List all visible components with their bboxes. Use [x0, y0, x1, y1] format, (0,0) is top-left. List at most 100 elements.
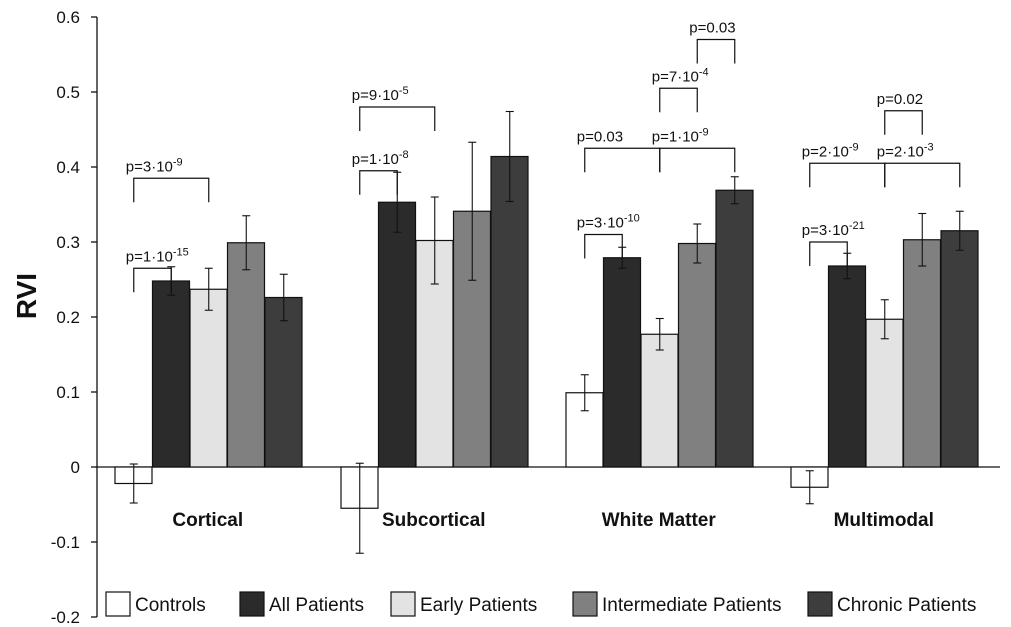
legend-item: Early Patients — [390, 591, 537, 617]
legend-swatch — [572, 591, 598, 617]
p-value-label: p=2·10-9 — [802, 141, 859, 160]
bracket-line — [884, 162, 961, 188]
bracket-line — [133, 177, 210, 203]
bar-all-patients — [827, 265, 867, 468]
p-value-label: p=2·10-3 — [877, 141, 934, 160]
p-value-base: p=1·10 — [126, 248, 173, 265]
error-bar — [129, 463, 138, 504]
y-tick-label: 0.5 — [56, 83, 80, 102]
p-value-base: p=1·10 — [352, 151, 399, 168]
p-value-base: p=3·10 — [577, 215, 624, 232]
legend-item: Chronic Patients — [807, 591, 976, 617]
significance-bracket: p=2·10-9 — [802, 141, 886, 188]
p-value-label: p=0.03 — [689, 20, 735, 37]
bar-early-patients — [640, 333, 679, 468]
p-value-base: p=2·10 — [877, 143, 924, 160]
bracket-line — [584, 233, 623, 259]
legend-label: Controls — [135, 595, 206, 616]
error-bar — [505, 110, 514, 203]
bar-chronic-patients — [940, 230, 979, 468]
bar-chronic-patients — [715, 189, 754, 468]
significance-bracket: p=1·10-9 — [652, 126, 736, 173]
y-axis-label: RVI — [11, 273, 42, 319]
error-bar — [655, 317, 664, 351]
p-value-exponent: -21 — [849, 220, 865, 232]
y-tick-label: -0.2 — [51, 608, 80, 627]
legend-swatch — [239, 591, 265, 617]
bar-intermediate-patients — [677, 242, 717, 468]
y-tick-label: 0.4 — [56, 158, 80, 177]
bracket-line — [584, 147, 661, 173]
p-value-base: p=3·10 — [126, 158, 173, 175]
bar-all-patients — [151, 280, 191, 468]
error-bar — [693, 223, 702, 264]
p-value-label: p=1·10-15 — [126, 246, 189, 265]
error-bar — [730, 176, 739, 205]
group-label: Multimodal — [834, 510, 934, 531]
p-value-label: p=0.02 — [877, 91, 923, 108]
significance-bracket: p=1·10-15 — [126, 246, 189, 293]
bracket-line — [359, 106, 436, 131]
error-bar — [468, 141, 477, 281]
p-value-label: p=9·10-5 — [352, 85, 409, 104]
group-label: Cortical — [172, 510, 243, 531]
bar-all-patients — [377, 201, 417, 468]
bar-chronic-patients — [264, 296, 303, 468]
p-value-base: p=0.02 — [877, 91, 923, 108]
error-bar — [955, 210, 964, 251]
significance-bracket: p=0.03 — [577, 128, 661, 173]
p-value-base: p=0.03 — [689, 20, 735, 37]
error-bar — [918, 212, 927, 267]
p-value-label: p=1·10-9 — [652, 126, 709, 145]
bracket-line — [884, 110, 923, 135]
significance-bracket: p=0.02 — [877, 91, 923, 135]
bar-intermediate-patients — [902, 239, 942, 468]
error-bar — [880, 299, 889, 340]
p-value-exponent: -9 — [849, 141, 859, 153]
bar-early-patients — [865, 318, 904, 468]
legend-label: Chronic Patients — [837, 595, 976, 616]
significance-bracket: p=3·10-21 — [802, 220, 865, 266]
legend-item: Controls — [105, 591, 206, 617]
bracket-line — [809, 241, 848, 266]
p-value-exponent: -10 — [624, 213, 640, 225]
bar-intermediate-patients — [226, 242, 266, 468]
significance-bracket: p=7·10-4 — [652, 66, 709, 113]
p-value-base: p=3·10 — [802, 222, 849, 239]
group-label: Subcortical — [382, 510, 485, 531]
error-bar — [805, 470, 814, 505]
p-value-label: p=7·10-4 — [652, 66, 709, 85]
p-value-label: p=1·10-8 — [352, 149, 409, 168]
significance-bracket: p=9·10-5 — [352, 85, 436, 131]
p-value-exponent: -9 — [699, 126, 709, 138]
y-tick-label: 0.2 — [56, 308, 80, 327]
bar-early-patients — [189, 288, 228, 468]
y-tick-label: 0 — [71, 458, 80, 477]
y-tick-label: -0.1 — [51, 533, 80, 552]
y-tick-label: 0.3 — [56, 233, 80, 252]
error-bar — [242, 215, 251, 271]
group-label: White Matter — [602, 510, 717, 531]
bracket-line — [133, 267, 172, 293]
legend-swatch — [105, 591, 131, 617]
significance-bracket: p=3·10-10 — [577, 213, 640, 259]
p-value-exponent: -15 — [173, 246, 189, 258]
legend-label: Intermediate Patients — [602, 595, 782, 616]
p-value-exponent: -9 — [173, 156, 183, 168]
bracket-line — [659, 87, 698, 113]
y-tick-label: 0.6 — [56, 8, 80, 27]
significance-bracket: p=2·10-3 — [877, 141, 961, 188]
p-value-base: p=2·10 — [802, 143, 849, 160]
p-value-exponent: -4 — [699, 66, 709, 78]
p-value-base: p=0.03 — [577, 128, 623, 145]
p-value-base: p=9·10 — [352, 87, 399, 104]
error-bar — [279, 273, 288, 322]
significance-bracket: p=0.03 — [689, 20, 736, 64]
legend-label: Early Patients — [420, 595, 537, 616]
bar-chronic-patients — [490, 155, 529, 468]
p-value-label: p=0.03 — [577, 128, 623, 145]
y-tick-label: 0.1 — [56, 383, 80, 402]
p-value-exponent: -5 — [399, 85, 409, 97]
legend-swatch — [807, 591, 833, 617]
